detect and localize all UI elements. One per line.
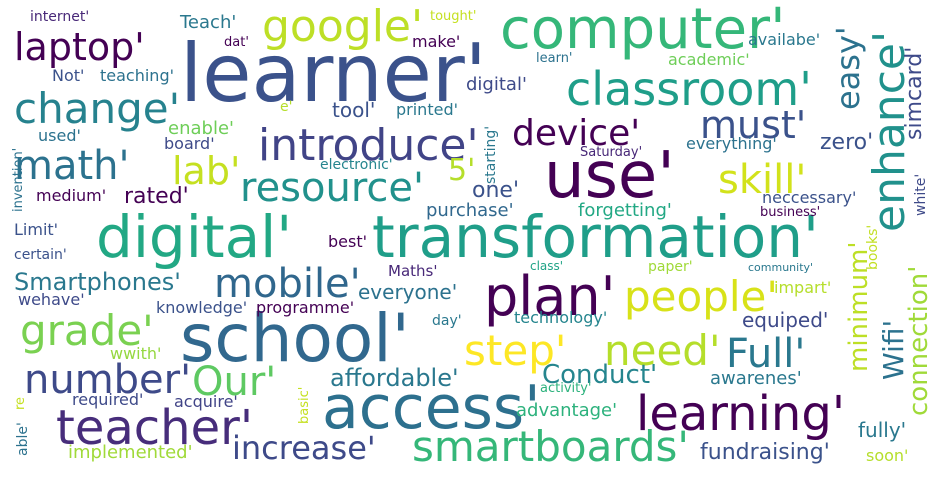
word-access: access' — [322, 373, 541, 443]
word-not: Not' — [52, 66, 85, 85]
word-conduct: Conduct' — [542, 360, 658, 390]
word-smartboards: smartboards' — [412, 422, 689, 471]
word-wehave: wehave' — [18, 290, 85, 309]
word-easy: easy' — [829, 26, 867, 110]
word-electronic: electronic' — [320, 157, 393, 173]
word-basic: basic' — [297, 386, 312, 424]
word-google: google' — [262, 1, 424, 52]
word-programme: programme' — [256, 298, 355, 317]
word-fundraising: fundraising' — [700, 440, 830, 465]
word-teacher: teacher' — [56, 400, 254, 456]
word-mobile: mobile' — [214, 261, 361, 307]
word-must: must' — [700, 103, 807, 147]
word-learning: learning' — [636, 386, 846, 442]
word-business: business' — [760, 205, 821, 220]
word-teaching: teaching' — [100, 66, 174, 85]
word-number: number' — [24, 357, 192, 403]
word-starting: starting' — [483, 125, 499, 184]
word-use: use' — [544, 139, 675, 213]
word-change: change' — [14, 84, 181, 133]
word-learner: learner' — [180, 27, 487, 120]
word-everything: everything' — [686, 134, 777, 153]
word-neccessary: neccessary' — [762, 188, 857, 207]
word-forgetting: forgetting' — [578, 200, 672, 221]
word-step: step' — [464, 326, 567, 375]
word-learn: learn' — [536, 51, 573, 66]
word-best: best' — [328, 232, 368, 251]
word-increase: increase' — [232, 429, 376, 467]
word-one: one' — [472, 178, 519, 203]
word-enable: enable' — [168, 118, 234, 139]
word-paper: paper' — [648, 259, 693, 275]
word-computer: computer' — [500, 0, 786, 62]
word-5: 5' — [448, 153, 476, 188]
word-equiped: equiped' — [742, 308, 829, 332]
word-awarenes: awarenes' — [710, 368, 802, 389]
word-fully: fully' — [858, 418, 907, 442]
word-white: white' — [913, 173, 929, 216]
word-math: math' — [14, 143, 130, 189]
word-advantage: advantage' — [516, 400, 618, 421]
word-tought: tought' — [430, 9, 477, 24]
word-e: e' — [280, 99, 293, 115]
word-everyone: everyone' — [358, 280, 458, 304]
word-introduce: introduce' — [258, 120, 479, 171]
word-impart: impart' — [774, 278, 832, 297]
word-resource: resource' — [240, 165, 425, 211]
word-make: make' — [412, 32, 461, 51]
word-teach: Teach' — [180, 12, 237, 33]
word-soon: soon' — [866, 446, 909, 465]
word-internet: internet' — [30, 9, 90, 25]
word-required: required' — [72, 390, 144, 409]
word-re: re — [13, 396, 28, 410]
word-maths: Maths' — [388, 262, 438, 280]
word-availabe: availabe' — [748, 30, 821, 49]
word-classroom: classroom' — [566, 62, 812, 116]
word-day: day' — [432, 313, 462, 329]
word-saturday: Saturday' — [580, 145, 643, 160]
word-dat: dat' — [224, 35, 249, 50]
word-digital-small: digital' — [466, 74, 527, 95]
word-people: people' — [624, 272, 778, 321]
word-community: community' — [748, 261, 814, 274]
word-rated: rated' — [124, 184, 189, 209]
word-knowledge: knowledge' — [156, 298, 248, 317]
word-need: need' — [604, 326, 721, 375]
word-medium: medium' — [36, 186, 107, 205]
word-limit: Limit' — [14, 220, 59, 239]
word-grade: grade' — [20, 306, 154, 355]
word-class: class' — [530, 259, 564, 273]
word-laptop: laptop' — [14, 25, 145, 69]
word-activity: activity' — [540, 381, 592, 396]
word-skill: skill' — [718, 157, 807, 203]
word-able: able' — [15, 422, 31, 456]
word-smartphones: Smartphones' — [14, 268, 181, 296]
word-zero: zero' — [820, 130, 874, 155]
word-purchase: purchase' — [426, 200, 514, 221]
word-plan: plan' — [484, 265, 616, 328]
word-simcard: simcard' — [902, 46, 927, 140]
word-transformation: transformation' — [372, 203, 819, 271]
word-academic: academic' — [668, 50, 750, 69]
word-printed: printed' — [396, 100, 458, 119]
word-certain: certain' — [14, 247, 67, 263]
word-invention: invention' — [11, 147, 26, 212]
word-digital-large: digital' — [96, 203, 293, 271]
word-device: device' — [512, 113, 641, 154]
word-wifi: Wifi' — [877, 319, 910, 380]
word-wwith: wwith' — [110, 344, 162, 363]
word-implemented: implemented' — [68, 442, 193, 463]
word-board: board' — [164, 134, 215, 153]
word-school: school' — [180, 300, 410, 377]
word-our: Our' — [192, 359, 277, 405]
word-acquire: acquire' — [174, 392, 238, 411]
word-affordable: affordable' — [330, 364, 459, 392]
word-technology: technology' — [514, 308, 608, 327]
word-tool: tool' — [332, 98, 376, 122]
word-books: books' — [865, 224, 881, 270]
word-full: Full' — [726, 331, 806, 377]
word-used: used' — [38, 126, 81, 145]
word-lab: lab' — [172, 149, 241, 193]
